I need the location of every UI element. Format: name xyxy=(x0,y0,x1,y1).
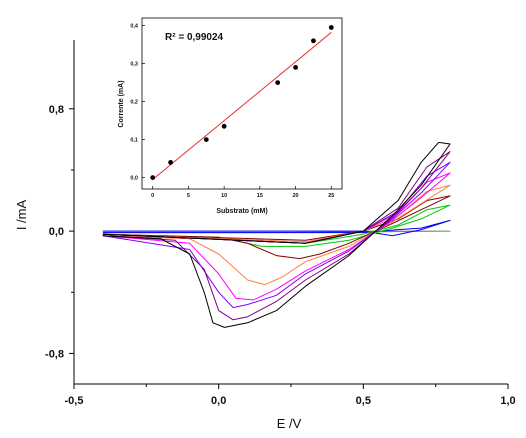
inset-data-point xyxy=(221,123,227,129)
inset-r-squared-annotation: R² = 0,99024 xyxy=(165,32,224,43)
voltammogram-curve-5 xyxy=(102,184,451,286)
voltammogram-curve-7 xyxy=(102,161,451,309)
y-tick-label: 0,0 xyxy=(49,226,64,238)
voltammogram-curve-8 xyxy=(102,151,451,321)
inset-y-tick-label: 0,2 xyxy=(130,100,138,106)
x-tick-label: -0,5 xyxy=(65,395,84,407)
inset-x-axis-title: Substrato (mM) xyxy=(216,208,267,215)
inset-data-point xyxy=(203,137,209,143)
voltammogram-curve-4 xyxy=(102,195,451,260)
main-chart: -0,5 0,0 0,5 1,0 -0,8 0,0 0,8 E /V I /mA xyxy=(14,40,516,431)
inset-data-point xyxy=(328,25,334,30)
inset-x-tick-label: 10 xyxy=(221,193,227,199)
inset-x-tick-label: 20 xyxy=(293,193,299,199)
y-tick-label: -0,8 xyxy=(45,348,64,360)
x-axis-title: E /V xyxy=(277,416,302,431)
y-tick-label: 0,8 xyxy=(49,104,64,116)
x-tick-label: 1,0 xyxy=(500,395,515,407)
inset-x-tick-label: 25 xyxy=(328,193,334,199)
main-series-group xyxy=(102,141,451,328)
inset-data-point xyxy=(150,175,156,181)
x-tick-label: 0,0 xyxy=(211,395,226,407)
inset-y-tick-label: 0,4 xyxy=(130,24,139,30)
inset-y-tick-label: 0,1 xyxy=(130,138,138,144)
inset-x-tick-label: 0 xyxy=(151,193,154,199)
inset-y-axis-title: Corrente (mA) xyxy=(118,80,125,127)
main-axes: -0,5 0,0 0,5 1,0 -0,8 0,0 0,8 xyxy=(45,40,516,407)
inset-data-point xyxy=(311,38,316,44)
voltammogram-curve-9 xyxy=(102,141,451,328)
inset-chart: 0 5 10 15 20 25 0,0 0,1 0,2 0,3 0,4 R² = 0,99024 S… xyxy=(118,17,343,215)
y-axis-title: I /mA xyxy=(14,200,29,231)
inset-y-tick-label: 0,3 xyxy=(130,62,138,68)
inset-y-tick-label: 0,0 xyxy=(130,176,138,182)
inset-x-tick-label: 15 xyxy=(257,193,263,199)
x-tick-label: 0,5 xyxy=(356,395,371,407)
inset-data-point xyxy=(293,65,298,70)
voltammogram-curve-2 xyxy=(102,219,451,237)
voltammogram-curve-3 xyxy=(102,204,451,247)
inset-plot: 0 5 10 15 20 25 0,0 0,1 0,2 0,3 0,4 xyxy=(130,24,334,199)
inset-data-point xyxy=(275,80,281,85)
inset-linear-fit xyxy=(152,32,332,180)
inset-data-point xyxy=(168,160,173,165)
inset-x-tick-label: 5 xyxy=(187,193,190,199)
